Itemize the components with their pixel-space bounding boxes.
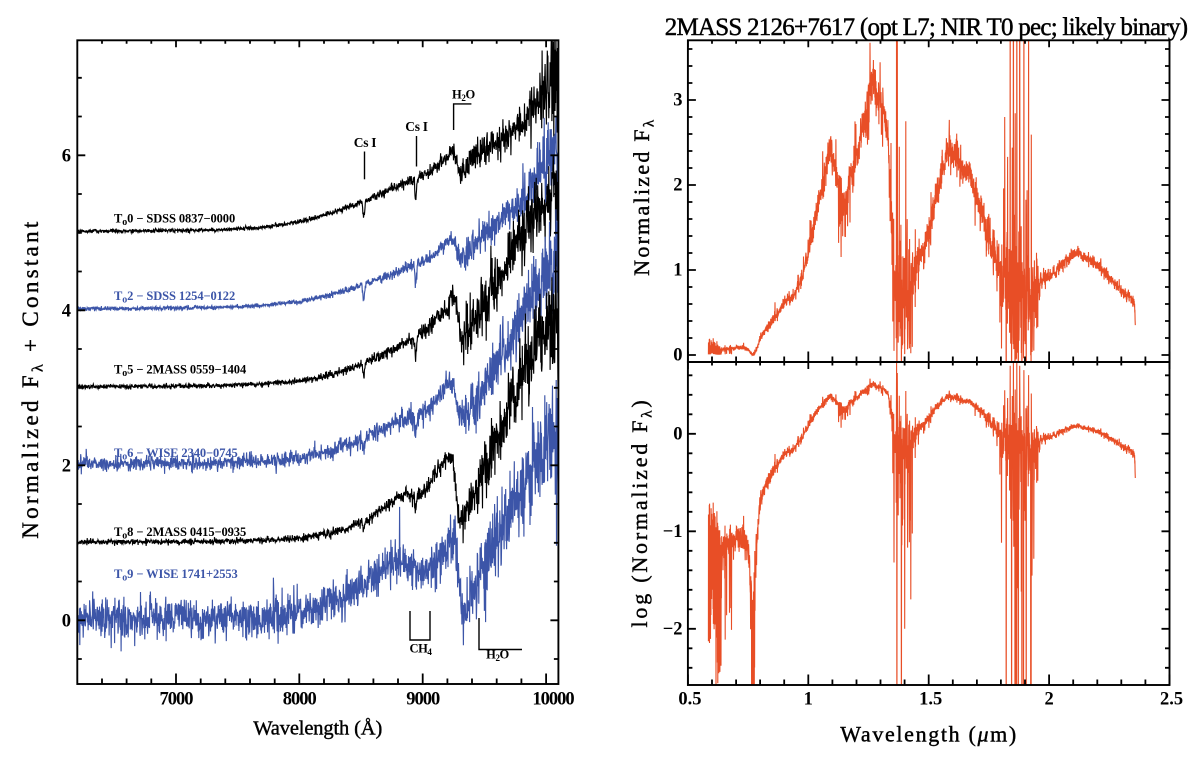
svg-text:2: 2 <box>1044 690 1053 710</box>
svg-text:0: 0 <box>673 346 682 366</box>
svg-text:To2 − SDSS 1254−0122: To2 − SDSS 1254−0122 <box>114 289 235 306</box>
svg-text:9000: 9000 <box>406 690 440 710</box>
svg-text:−1: −1 <box>663 522 683 542</box>
svg-text:Wavelength (μm): Wavelength (μm) <box>840 721 1018 746</box>
svg-text:1: 1 <box>804 690 813 710</box>
svg-text:Normalized Fλ: Normalized Fλ <box>629 118 658 276</box>
svg-text:Cs I: Cs I <box>354 135 376 150</box>
svg-text:To0 − SDSS 0837−0000: To0 − SDSS 0837−0000 <box>114 212 235 229</box>
svg-text:0: 0 <box>673 425 682 445</box>
svg-text:7000: 7000 <box>160 690 194 710</box>
svg-text:Normalized Fλ + Constant: Normalized Fλ + Constant <box>18 218 47 538</box>
svg-text:0.5: 0.5 <box>678 690 701 710</box>
svg-text:H2O: H2O <box>452 88 475 104</box>
svg-text:H2O: H2O <box>486 648 509 664</box>
svg-text:2: 2 <box>673 176 682 196</box>
svg-text:3: 3 <box>673 91 682 111</box>
svg-text:2.5: 2.5 <box>1160 690 1183 710</box>
svg-text:0: 0 <box>62 611 71 631</box>
svg-text:To9 − WISE 1741+2553: To9 − WISE 1741+2553 <box>114 567 238 584</box>
svg-text:−2: −2 <box>663 620 683 640</box>
svg-text:2MASS 2126+7617 (opt L7; NIR T: 2MASS 2126+7617 (opt L7; NIR T0 pec; lik… <box>665 14 1188 41</box>
svg-text:Wavelength (Å): Wavelength (Å) <box>253 718 382 740</box>
svg-text:Cs I: Cs I <box>405 119 427 134</box>
svg-text:6: 6 <box>62 146 71 166</box>
svg-text:To6 − WISE 2340−0745: To6 − WISE 2340−0745 <box>114 446 238 463</box>
svg-text:2: 2 <box>62 456 71 476</box>
svg-text:CH4: CH4 <box>409 642 432 658</box>
svg-text:To5 − 2MASS 0559−1404: To5 − 2MASS 0559−1404 <box>114 363 247 380</box>
svg-text:log (Normalized Fλ): log (Normalized Fλ) <box>627 398 656 628</box>
svg-text:To8 − 2MASS 0415−0935: To8 − 2MASS 0415−0935 <box>114 525 246 542</box>
svg-text:8000: 8000 <box>283 690 317 710</box>
svg-text:4: 4 <box>62 301 71 321</box>
svg-text:10000: 10000 <box>532 690 574 710</box>
svg-text:1.5: 1.5 <box>919 690 942 710</box>
svg-text:1: 1 <box>673 261 682 281</box>
